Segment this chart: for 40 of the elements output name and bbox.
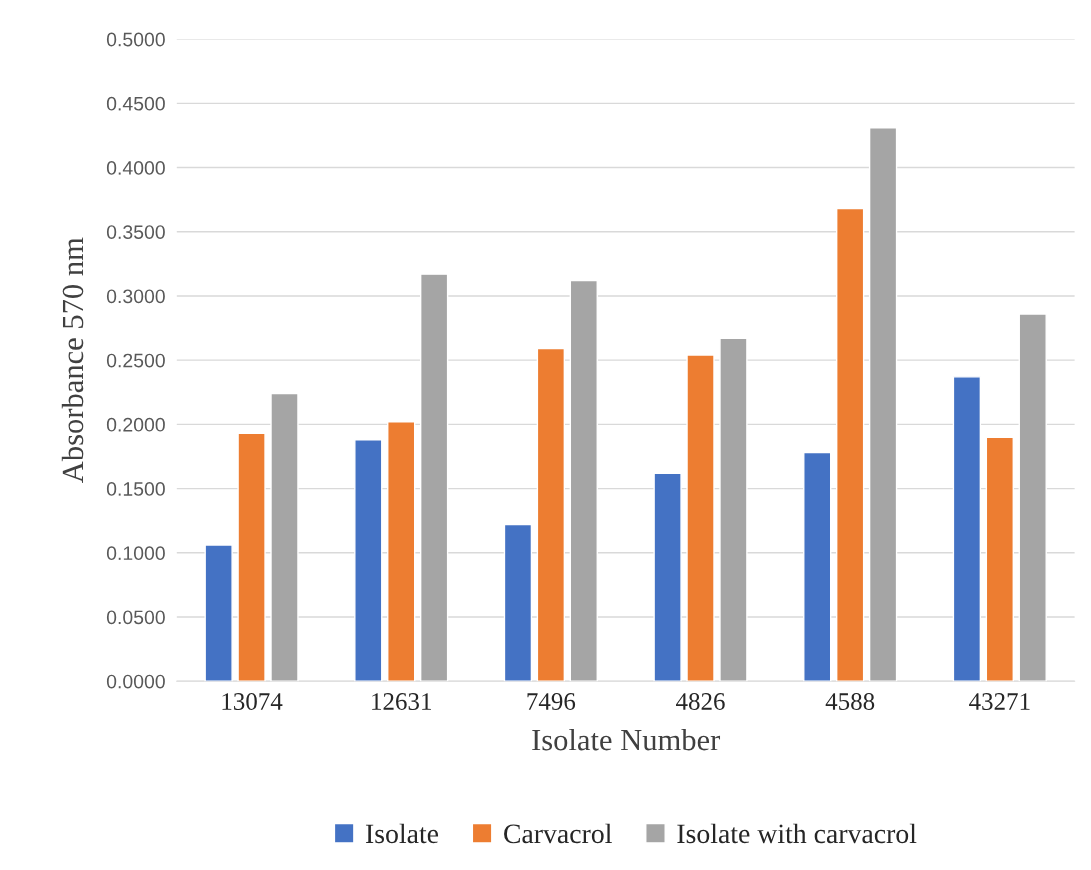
bar bbox=[569, 279, 598, 682]
y-axis-title: Absorbance 570 nm bbox=[61, 237, 84, 483]
y-tick-label: 0.4000 bbox=[106, 161, 165, 175]
bar bbox=[653, 472, 682, 682]
y-tick-label: 0.2000 bbox=[106, 417, 165, 432]
bar bbox=[985, 436, 1014, 682]
bar bbox=[204, 544, 233, 682]
bar bbox=[686, 354, 715, 682]
y-tick-label: 0.1000 bbox=[106, 546, 165, 561]
bar bbox=[952, 376, 982, 682]
y-tick-label: 0.1500 bbox=[106, 482, 165, 496]
legend-label: Isolate bbox=[365, 823, 439, 844]
x-axis-title: Isolate Number bbox=[532, 728, 721, 751]
x-tick-label: 13074 bbox=[222, 693, 283, 710]
bar bbox=[270, 392, 299, 682]
y-tick-label: 0.4500 bbox=[106, 96, 165, 111]
x-tick-label: 4826 bbox=[676, 693, 725, 710]
bar bbox=[1018, 313, 1047, 682]
y-tick-label: 0.3000 bbox=[106, 289, 165, 304]
x-tick-label: 7496 bbox=[527, 693, 576, 710]
bar bbox=[835, 207, 865, 682]
y-tick-label: 0.0500 bbox=[106, 610, 165, 625]
y-tick-label: 0.3500 bbox=[106, 225, 165, 239]
bar bbox=[868, 127, 898, 682]
x-tick-label: 43271 bbox=[969, 693, 1030, 710]
y-tick-label: 0.0000 bbox=[106, 674, 165, 689]
y-tick-label: 0.2500 bbox=[106, 353, 165, 368]
bar bbox=[536, 347, 566, 682]
bar bbox=[237, 432, 266, 682]
bar bbox=[354, 439, 383, 682]
bar bbox=[387, 421, 416, 682]
bar bbox=[503, 523, 533, 682]
legend-label: Carvacrol bbox=[504, 823, 612, 844]
bar bbox=[719, 337, 748, 682]
bar bbox=[803, 451, 832, 682]
legend-label: Isolate with carvacrol bbox=[677, 823, 917, 844]
bar bbox=[419, 273, 449, 682]
x-tick-label: 12631 bbox=[372, 693, 431, 710]
y-tick-label: 0.5000 bbox=[106, 32, 165, 47]
x-tick-label: 4588 bbox=[825, 693, 875, 710]
